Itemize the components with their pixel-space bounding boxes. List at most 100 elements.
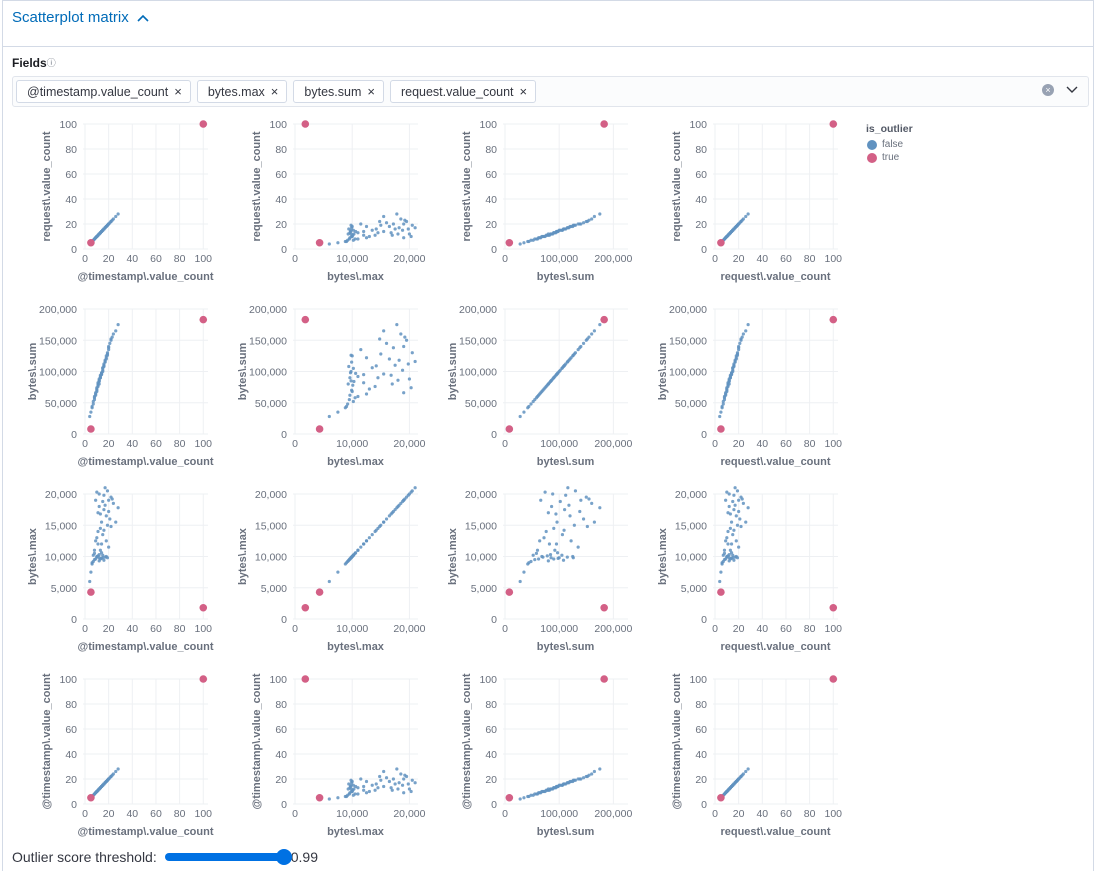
data-point [92, 394, 97, 399]
y-tick-label: 20,000 [255, 489, 287, 501]
data-point [379, 352, 383, 356]
question-circle-icon[interactable]: ⓘ [46, 58, 56, 68]
data-point [351, 399, 355, 404]
data-point [402, 777, 406, 781]
data-point [370, 783, 374, 787]
data-point [362, 373, 366, 377]
outlier-point [600, 675, 608, 683]
data-point [545, 554, 549, 558]
data-point [391, 777, 395, 781]
data-point [733, 486, 737, 490]
data-point [590, 501, 594, 505]
legend-item-false[interactable]: false [866, 138, 913, 151]
outlier-point [87, 238, 95, 247]
y-tick-label: 60 [485, 724, 497, 736]
slider-thumb[interactable] [276, 849, 293, 865]
data-point [402, 344, 406, 349]
chevron-up-icon [137, 14, 149, 22]
y-tick-label: 15,000 [45, 520, 77, 532]
data-point [362, 542, 366, 546]
data-point [739, 524, 743, 529]
data-point [409, 386, 413, 390]
data-point [576, 545, 580, 549]
remove-icon[interactable]: × [270, 84, 279, 99]
data-point [107, 509, 111, 514]
y-axis-label: bytes\.sum [27, 343, 39, 401]
outlier-point [505, 425, 514, 433]
data-point [740, 497, 744, 501]
outlier-point [315, 588, 324, 596]
y-tick-label: 50,000 [45, 398, 77, 410]
data-point [727, 504, 731, 509]
data-point [566, 486, 570, 490]
scatterplot-toggle[interactable]: Scatterplot matrix [12, 9, 149, 26]
data-point [409, 490, 413, 494]
data-point [740, 773, 744, 777]
data-point [374, 364, 378, 368]
data-point [729, 371, 734, 375]
remove-icon[interactable]: × [174, 84, 182, 99]
y-tick-label: 20 [485, 774, 497, 786]
data-point [546, 559, 550, 563]
data-point [114, 329, 118, 333]
section-title: Scatterplot matrix [12, 9, 129, 26]
data-point [116, 767, 120, 771]
x-tick-label: 40 [126, 438, 138, 450]
fields-combobox[interactable]: @timestamp.value_count × bytes.max × bytes… [12, 76, 1089, 107]
data-point [737, 509, 741, 514]
data-point [370, 366, 374, 370]
data-point [566, 781, 570, 785]
data-point [554, 512, 558, 516]
data-point [393, 227, 397, 231]
data-point [572, 523, 576, 527]
data-point [390, 233, 394, 237]
x-tick-label: 100 [195, 808, 213, 820]
outlier-point [199, 603, 208, 612]
y-tick-label: 0 [281, 799, 287, 811]
chevron-down-icon[interactable] [1066, 86, 1078, 94]
data-point [101, 533, 105, 537]
clear-icon[interactable]: × [1042, 84, 1054, 96]
data-point [409, 234, 413, 239]
data-point [552, 376, 556, 380]
data-point [116, 323, 120, 327]
data-point [584, 495, 588, 499]
x-axis-label: @timestamp\.value_count [77, 271, 213, 283]
x-tick-label: 0 [712, 623, 718, 635]
chip-label: bytes.max [207, 84, 265, 99]
y-tick-label: 100,000 [39, 367, 77, 379]
x-tick-label: 100,000 [540, 808, 578, 820]
data-point [97, 787, 101, 791]
legend-item-true[interactable]: true [866, 151, 913, 164]
data-point [384, 341, 389, 345]
remove-icon[interactable]: × [367, 84, 375, 99]
data-point [102, 364, 106, 368]
data-point [413, 226, 417, 230]
data-point [549, 504, 554, 509]
data-point [578, 222, 582, 226]
data-point [327, 414, 331, 419]
remove-icon[interactable]: × [519, 84, 528, 99]
data-point [539, 498, 543, 502]
y-axis-label: request\.value_count [671, 131, 683, 241]
data-point [105, 351, 110, 355]
y-tick-label: 60 [275, 169, 287, 181]
x-tick-label: 20,000 [393, 808, 425, 820]
data-point [555, 371, 560, 375]
x-tick-label: 100 [825, 438, 843, 450]
data-point [546, 787, 550, 791]
data-point [101, 553, 105, 557]
y-tick-label: 40 [275, 194, 287, 206]
y-tick-label: 0 [71, 429, 77, 441]
data-point [725, 554, 729, 559]
threshold-slider[interactable] [164, 849, 293, 865]
y-tick-label: 40 [65, 194, 77, 206]
data-point [539, 236, 543, 240]
x-tick-label: 60 [780, 623, 792, 635]
data-point [370, 533, 374, 537]
data-point [733, 503, 737, 507]
x-tick-label: 100 [825, 253, 843, 265]
data-point [720, 404, 724, 409]
data-point [547, 542, 552, 546]
x-axis-label: request\.value_count [720, 456, 830, 468]
